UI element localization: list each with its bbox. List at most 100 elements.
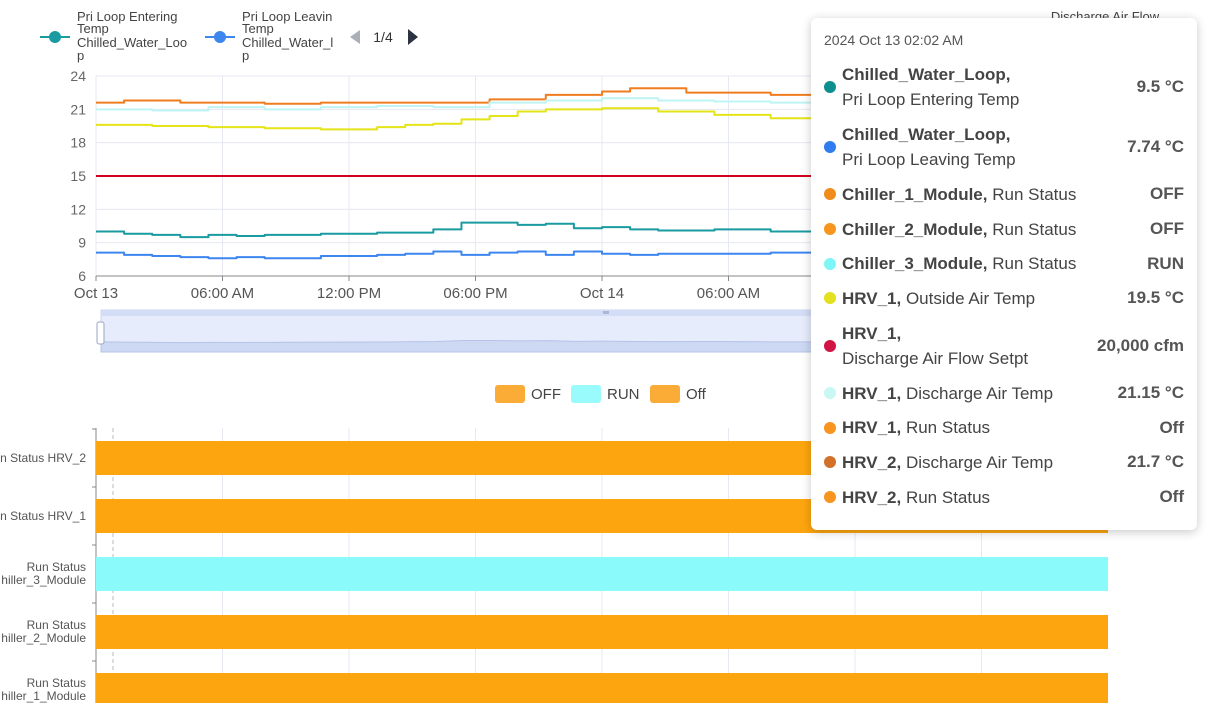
status-legend-label: OFF [531, 386, 561, 403]
legend-label: Temp [77, 21, 109, 36]
tooltip-series-label: HRV_2, Run Status [842, 485, 1159, 510]
tooltip-series-point: Run Status [992, 184, 1077, 204]
x-tick-label: 06:00 AM [191, 285, 254, 302]
legend-label: Chilled_Water_Loo [77, 35, 187, 50]
tooltip-series-entity: Chiller_3_Module, [842, 254, 988, 274]
tooltip-series-point: Run Status [905, 487, 991, 507]
legend-label: Pri Loop Leavin [242, 9, 332, 24]
tooltip-series-value: 19.5 °C [1127, 288, 1184, 308]
legend-label: p [242, 48, 249, 63]
tooltip-series-entity: HRV_1, [842, 323, 902, 343]
legend-next-arrow[interactable] [408, 29, 418, 45]
tooltip-series-dot [824, 491, 836, 504]
status-legend-label: Off [686, 386, 707, 403]
zoom-slider-grip[interactable] [603, 311, 609, 314]
tooltip-series-label: HRV_1, Outside Air Temp [842, 286, 1127, 311]
tooltip-series-label: HRV_2, Discharge Air Temp [842, 450, 1127, 475]
y-tick-label: 24 [70, 68, 86, 84]
x-tick-label: 06:00 PM [443, 285, 507, 302]
tooltip-row: HRV_2, Run Status Off [824, 480, 1184, 515]
status-row-label: n Status HRV_2 [0, 451, 86, 465]
tooltip-row: HRV_1, Discharge Air Flow Setpt 20,000 cfm [824, 316, 1184, 376]
tooltip-series-label: Chiller_2_Module, Run Status [842, 217, 1150, 242]
legend-prev-arrow[interactable] [350, 30, 360, 44]
legend-label: Chilled_Water_l [242, 35, 333, 50]
tooltip-panel: 2024 Oct 13 02:02 AM Chilled_Water_Loop,… [811, 18, 1197, 530]
legend-label: Temp [242, 21, 274, 36]
status-legend-label: RUN [607, 386, 640, 403]
zoom-slider-left-handle[interactable] [96, 321, 105, 345]
tooltip-series-entity: HRV_1, [842, 288, 902, 308]
status-legend-swatch [650, 385, 680, 403]
tooltip-series-value: 20,000 cfm [1097, 335, 1184, 355]
tooltip-series-value: 7.74 °C [1127, 137, 1184, 156]
tooltip-series-value: OFF [1150, 219, 1184, 239]
x-tick-label: 12:00 PM [317, 285, 381, 302]
legend-label: Pri Loop Entering [77, 9, 177, 24]
status-row-label: Run Status [27, 618, 86, 632]
tooltip-row: Chiller_2_Module, Run Status OFF [824, 212, 1184, 247]
tooltip-row: HRV_1, Discharge Air Temp 21.15 °C [824, 376, 1184, 411]
tooltip-series-dot [824, 223, 836, 236]
tooltip-series-value: 21.15 °C [1117, 383, 1184, 403]
tooltip-series-label: Chiller_3_Module, Run Status [842, 251, 1147, 276]
tooltip-series-value: Off [1159, 487, 1184, 507]
status-row-label: hiller_2_Module [1, 631, 86, 645]
legend-label: p [77, 48, 84, 63]
status-bar [96, 615, 1108, 649]
tooltip-series-dot [824, 141, 836, 153]
tooltip-series-entity: Chiller_1_Module, [842, 184, 988, 204]
tooltip-series-point: Outside Air Temp [905, 288, 1036, 308]
status-legend-item[interactable]: RUN [571, 385, 640, 403]
tooltip-series-value: 21.7 °C [1127, 452, 1184, 472]
tooltip-row: HRV_1, Run Status Off [824, 410, 1184, 445]
tooltip-series-dot [824, 339, 836, 352]
status-row-label: n Status HRV_1 [0, 509, 86, 523]
status-bar [96, 673, 1108, 703]
y-tick-label: 9 [78, 235, 86, 251]
status-row-label: hiller_3_Module [1, 573, 86, 587]
x-tick-label: Oct 13 [74, 285, 118, 302]
tooltip-time: 2024 Oct 13 02:02 AM [824, 32, 964, 48]
tooltip-series-label: Chilled_Water_Loop, Pri Loop Entering Tem… [842, 62, 1137, 112]
tooltip-series-entity: HRV_1, [842, 418, 902, 438]
tooltip-series-dot [824, 456, 836, 469]
tooltip-series-value: Off [1159, 417, 1184, 437]
tooltip-row: Chilled_Water_Loop, Pri Loop Entering Tem… [824, 57, 1184, 117]
tooltip-series-point: Pri Loop Leaving Temp [842, 150, 1016, 169]
tooltip-series-point: Run Status [905, 418, 991, 438]
tooltip-series-dot [824, 257, 836, 270]
tooltip-series-point: Discharge Air Temp [905, 383, 1054, 403]
x-tick-label: 06:00 AM [697, 285, 760, 302]
y-tick-label: 15 [70, 168, 86, 184]
tooltip-series-entity: HRV_1, [842, 383, 902, 403]
tooltip-series-point: Discharge Air Temp [905, 452, 1054, 472]
legend-marker [49, 31, 61, 43]
y-tick-label: 6 [78, 268, 86, 284]
tooltip-series-entity: HRV_2, [842, 487, 902, 507]
status-bar [96, 557, 1108, 591]
tooltip-series-entity: Chilled_Water_Loop, [842, 65, 1011, 84]
tooltip-series-dot [824, 292, 836, 305]
tooltip-series-label: HRV_1, Run Status [842, 415, 1159, 440]
x-tick-label: Oct 14 [580, 285, 624, 302]
tooltip-series-value: RUN [1147, 253, 1184, 273]
tooltip-series-label: Chiller_1_Module, Run Status [842, 182, 1150, 207]
status-legend-item[interactable]: Off [650, 385, 707, 403]
tooltip-series-label: Chilled_Water_Loop, Pri Loop Leaving Temp [842, 122, 1127, 172]
tooltip-rows: Chilled_Water_Loop, Pri Loop Entering Tem… [824, 57, 1184, 515]
status-legend-item[interactable]: OFF [495, 385, 561, 403]
tooltip-series-dot [824, 81, 836, 93]
legend-page-indicator: 1/4 [373, 29, 393, 45]
tooltip-series-point: Pri Loop Entering Temp [842, 90, 1020, 109]
status-legend-swatch [495, 385, 525, 403]
tooltip-row: Chiller_3_Module, Run Status RUN [824, 246, 1184, 281]
tooltip-series-label: HRV_1, Discharge Air Temp [842, 381, 1118, 406]
status-legend-swatch [571, 385, 601, 403]
y-tick-label: 21 [70, 101, 86, 117]
status-row-label: Run Status [27, 676, 86, 690]
tooltip-row: HRV_1, Outside Air Temp 19.5 °C [824, 281, 1184, 316]
tooltip-row: Chilled_Water_Loop, Pri Loop Leaving Temp… [824, 117, 1184, 177]
